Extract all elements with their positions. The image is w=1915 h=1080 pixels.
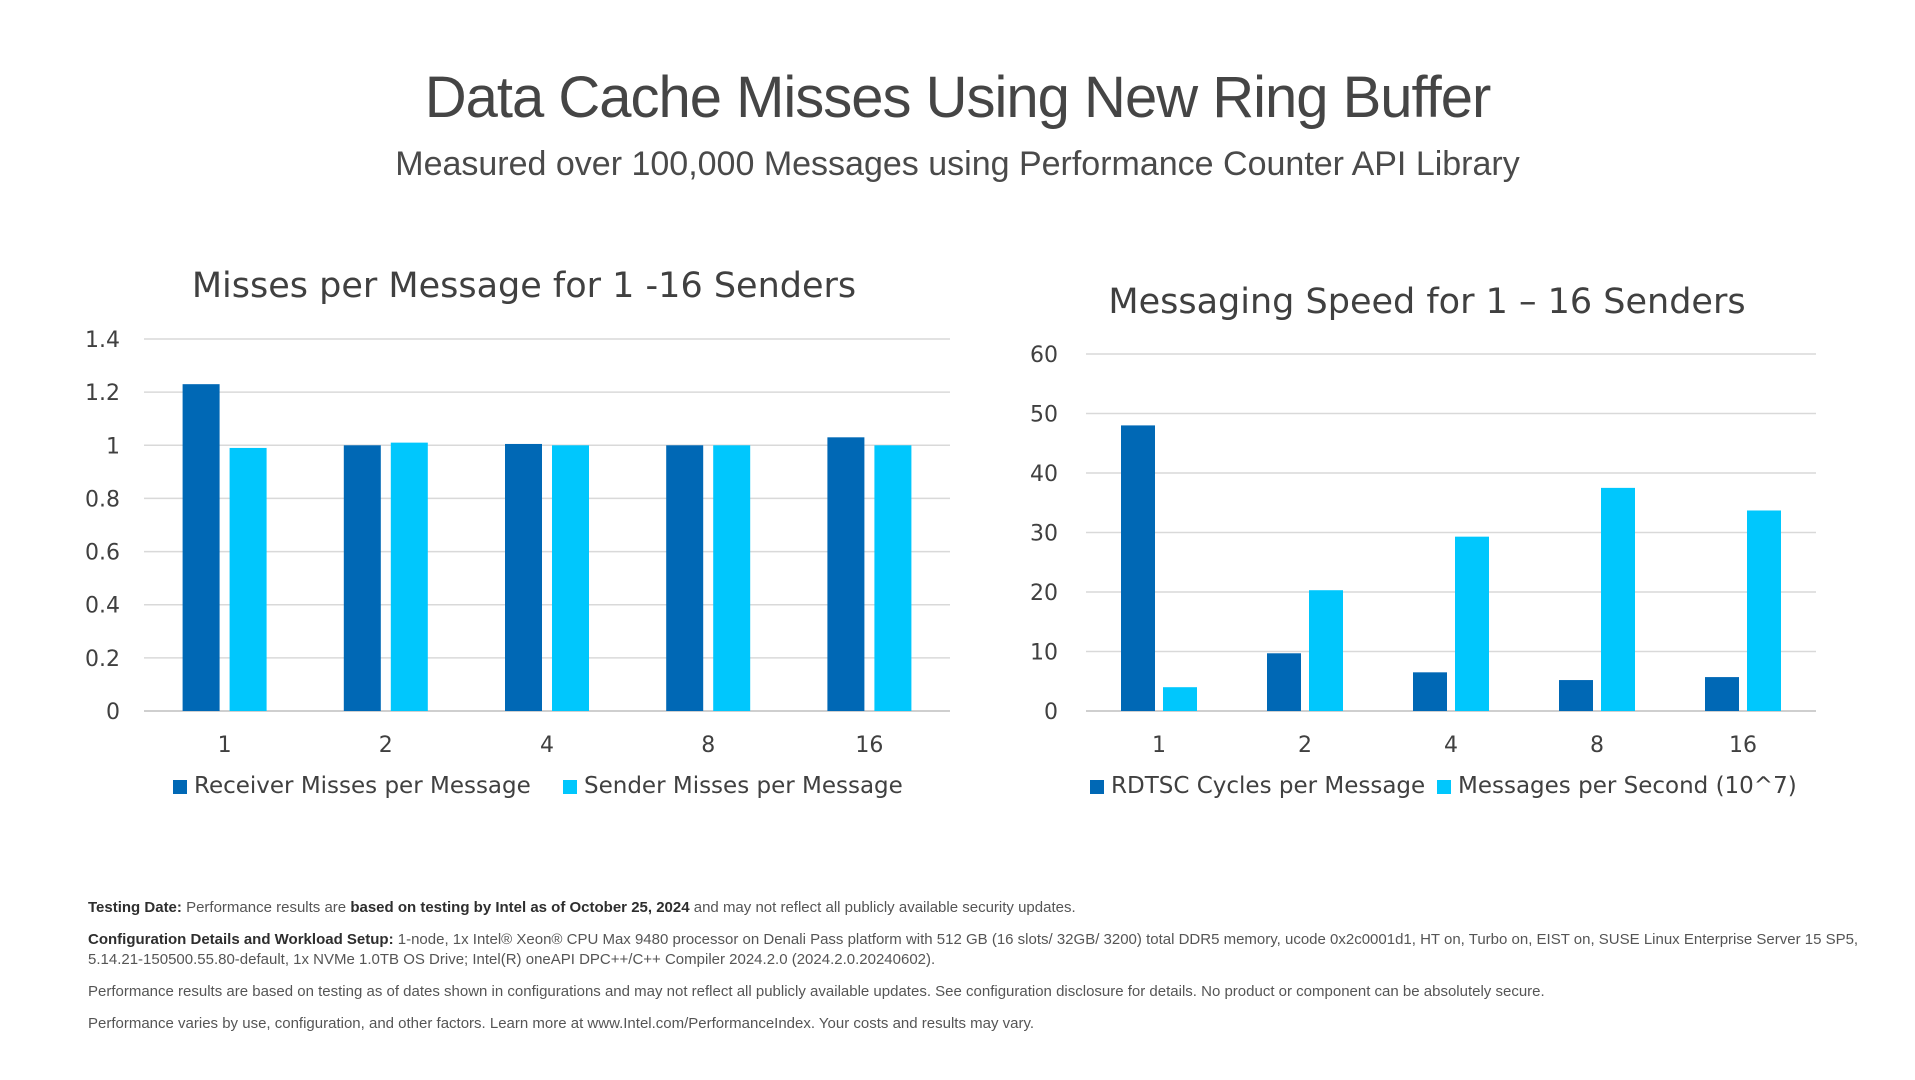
chart2-title: Messaging Speed for 1 – 16 Senders [1108, 282, 1745, 322]
chart2-ytick-label: 60 [1030, 343, 1058, 368]
chart2-xtick-label: 2 [1298, 733, 1312, 758]
chart2-bar-light [1309, 590, 1343, 711]
chart2-xtick-label: 1 [1152, 733, 1166, 758]
chart1-xtick-label: 2 [379, 733, 393, 758]
chart2-bar-light [1601, 487, 1635, 711]
chart1-bar-light [229, 447, 267, 711]
page-title: Data Cache Misses Using New Ring Buffer [424, 65, 1492, 130]
speed-chart-svg: Messaging Speed for 1 – 16 Senders 0 10 20 3… [1030, 282, 1816, 799]
chart2-legend-label: RDTSC Cycles per Message [1111, 773, 1425, 799]
chart1-bar-light [713, 445, 751, 711]
page-subtitle: Measured over 100,000 Messages using Per… [395, 145, 1520, 183]
chart2-bar-dark [1413, 672, 1447, 711]
chart2-ytick-label: 30 [1030, 522, 1058, 547]
chart1-legend-swatch [173, 780, 187, 794]
chart1-legend-label: Sender Misses per Message [584, 773, 903, 799]
chart2-ytick-label: 50 [1030, 403, 1058, 428]
chart2-bar-light [1747, 510, 1781, 711]
misses-per-message-chart: Misses per Message for 1 -16 Senders 0 0.2… [80, 255, 960, 835]
config-note: Configuration Details and Workload Setup… [88, 930, 1888, 970]
chart1-legend-label: Receiver Misses per Message [194, 773, 531, 799]
messaging-speed-chart: Messaging Speed for 1 – 16 Senders 0 10 20 3… [1010, 255, 1845, 835]
chart2-bar-dark [1267, 653, 1301, 711]
testing-date-note: Testing Date: Performance results are ba… [88, 898, 1888, 918]
chart2-bar-dark [1559, 680, 1593, 711]
chart1-ytick-label: 1.2 [85, 381, 120, 406]
chart1-ytick-label: 0.4 [85, 594, 120, 619]
chart2-xtick-label: 8 [1590, 733, 1604, 758]
chart1-bar-light [552, 445, 589, 711]
testing-date-label: Testing Date: [88, 899, 182, 916]
chart2-bar-dark [1121, 425, 1155, 711]
chart1-xtick-label: 1 [218, 733, 232, 758]
varies-note: Performance varies by use, configuration… [88, 1015, 1035, 1032]
chart2-legend-label: Messages per Second (10^7) [1458, 773, 1797, 799]
chart1-legend-swatch [563, 780, 577, 794]
chart2-ytick-label: 40 [1030, 462, 1058, 487]
chart2-ytick-label: 20 [1030, 581, 1058, 606]
chart1-bar-light [874, 445, 912, 711]
chart1-ytick-label: 1 [106, 434, 120, 459]
chart2-legend-swatch [1090, 780, 1104, 794]
testing-date-text-a: Performance results are [186, 899, 351, 916]
chart1-bar-dark [343, 445, 381, 711]
chart1-bar-dark [827, 437, 865, 711]
config-label: Configuration Details and Workload Setup… [88, 931, 394, 948]
testing-date-bold: based on testing by Intel as of October … [350, 899, 690, 916]
chart1-title: Misses per Message for 1 -16 Senders [192, 266, 856, 306]
footer-notes: Testing Date: Performance results are ba… [88, 898, 1888, 1046]
chart1-ytick-label: 0 [106, 700, 120, 725]
chart1-bar-light [390, 442, 428, 711]
chart1-bar-dark [666, 445, 704, 711]
chart2-bar-light [1455, 536, 1489, 711]
misses-chart-svg: Misses per Message for 1 -16 Senders 0 0.2… [85, 266, 950, 799]
chart1-ytick-label: 1.4 [85, 328, 120, 353]
disclaimer-note: Performance results are based on testing… [88, 983, 1545, 1000]
testing-date-text-b: and may not reflect all publicly availab… [689, 899, 1076, 916]
chart2-xtick-label: 16 [1729, 733, 1757, 758]
config-text: 1-node, 1x Intel® Xeon® CPU Max 9480 pro… [88, 931, 1859, 968]
chart1-bar-dark [182, 384, 220, 711]
chart2-legend-swatch [1437, 780, 1451, 794]
chart2-bar-light [1163, 687, 1197, 711]
chart2-ytick-label: 10 [1030, 641, 1058, 666]
chart2-ytick-label: 0 [1044, 700, 1058, 725]
chart1-bar-dark [505, 443, 542, 711]
chart2-xtick-label: 4 [1444, 733, 1458, 758]
chart1-ytick-label: 0.6 [85, 541, 120, 566]
chart1-ytick-label: 0.8 [85, 487, 120, 512]
chart2-bar-dark [1705, 677, 1739, 711]
chart1-xtick-label: 8 [701, 733, 715, 758]
chart1-xtick-label: 4 [540, 733, 554, 758]
chart1-ytick-label: 0.2 [85, 647, 120, 672]
chart1-xtick-label: 16 [855, 733, 883, 758]
